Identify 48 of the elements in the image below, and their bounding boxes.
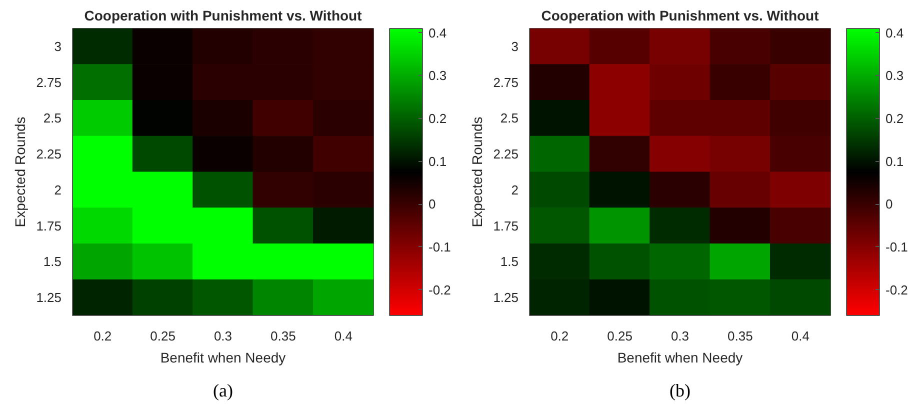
y-tick-label: 2.75: [493, 74, 519, 90]
y-tick-label: 3: [511, 38, 519, 54]
chart-title: Cooperation with Punishment vs. Without: [541, 8, 820, 24]
color-bar-label: 0.4: [428, 25, 447, 40]
color-bar-label: 0.1: [428, 154, 447, 169]
y-tick-label: 1.5: [500, 254, 519, 270]
chart-title: Cooperation with Punishment vs. Without: [84, 8, 362, 24]
y-axis-title: Expected Rounds: [469, 116, 486, 228]
y-tick-label: 2.75: [36, 74, 62, 90]
color-bar-label: 0.2: [428, 110, 447, 126]
color-bar-label: 0.1: [886, 154, 904, 169]
color-bar-label: 0: [428, 196, 436, 212]
y-tick-label: 1.25: [493, 290, 519, 306]
y-tick-label: 3: [54, 38, 62, 54]
color-bar-label: 0.2: [886, 110, 904, 126]
x-tick-label: 0.3: [670, 328, 690, 344]
y-axis-title: Expected Rounds: [12, 116, 28, 228]
x-tick-label: 0.25: [607, 328, 632, 344]
color-bar-label: -0.1: [886, 239, 908, 254]
color-bar-label: -0.2: [886, 282, 908, 298]
color-bar-label: 0.3: [886, 68, 904, 84]
y-tick-label: 2: [511, 182, 519, 198]
color-bar-label: 0.4: [886, 25, 904, 40]
y-tick-label: 1.75: [493, 218, 519, 234]
y-tick-label: 1.5: [43, 254, 62, 270]
text: (a): [213, 380, 233, 400]
color-bar-label: -0.1: [428, 239, 451, 254]
color-bar-label: 0: [886, 196, 893, 212]
text: (b): [670, 380, 691, 400]
x-tick-label: 0.3: [214, 328, 232, 344]
y-tick-label: 2.25: [493, 146, 519, 162]
x-tick-label: 0.35: [728, 328, 753, 344]
x-tick-label: 0.4: [791, 328, 810, 344]
color-bar-label: 0.3: [428, 68, 447, 84]
y-tick-label: 1.25: [36, 290, 62, 306]
y-tick-label: 2.5: [500, 110, 519, 126]
y-tick-label: 2.25: [36, 146, 62, 162]
x-tick-label: 0.4: [334, 328, 352, 344]
y-tick-label: 1.75: [36, 218, 62, 234]
x-axis-title: Benefit when Needy: [160, 350, 286, 366]
x-tick-label: 0.35: [270, 328, 296, 344]
y-tick-label: 2.5: [43, 110, 62, 126]
x-axis-title: Benefit when Needy: [617, 350, 743, 366]
y-tick-label: 2: [54, 182, 62, 198]
x-tick-label: 0.2: [94, 328, 112, 344]
x-tick-label: 0.25: [150, 328, 176, 344]
color-bar-label: -0.2: [428, 282, 451, 298]
x-tick-label: 0.2: [550, 328, 569, 344]
